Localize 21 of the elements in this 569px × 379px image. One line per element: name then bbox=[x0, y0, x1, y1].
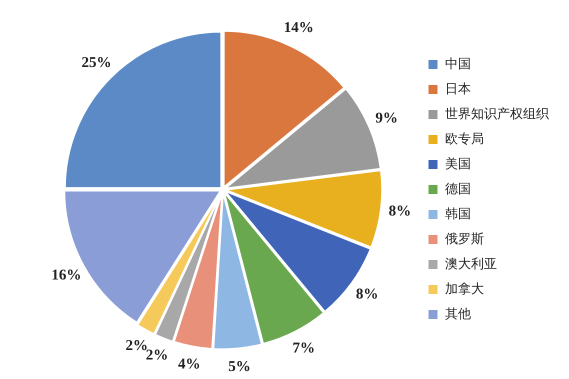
data-label: 8% bbox=[388, 204, 412, 220]
data-label: 5% bbox=[228, 359, 251, 376]
legend-label: 德国 bbox=[445, 182, 471, 197]
legend-label: 世界知识产权组织 bbox=[445, 106, 549, 122]
legend-label: 欧专局 bbox=[445, 132, 484, 147]
legend-label: 加拿大 bbox=[445, 282, 484, 297]
data-label: 16% bbox=[51, 267, 82, 284]
data-label: 25% bbox=[82, 55, 112, 72]
data-label: 2% bbox=[146, 347, 168, 364]
data-label: 9% bbox=[375, 110, 398, 126]
legend-label: 日本 bbox=[445, 82, 471, 97]
data-label: 8% bbox=[356, 286, 378, 302]
data-label: 7% bbox=[292, 340, 316, 356]
data-label: 14% bbox=[284, 20, 314, 36]
legend-label: 中国 bbox=[445, 56, 471, 72]
data-label: 4% bbox=[178, 356, 201, 373]
legend-label: 俄罗斯 bbox=[445, 232, 484, 247]
legend-label: 澳大利亚 bbox=[445, 256, 497, 272]
legend-label: 美国 bbox=[445, 156, 471, 172]
legend-label: 韩国 bbox=[445, 206, 471, 222]
legend-label: 其他 bbox=[445, 306, 471, 322]
